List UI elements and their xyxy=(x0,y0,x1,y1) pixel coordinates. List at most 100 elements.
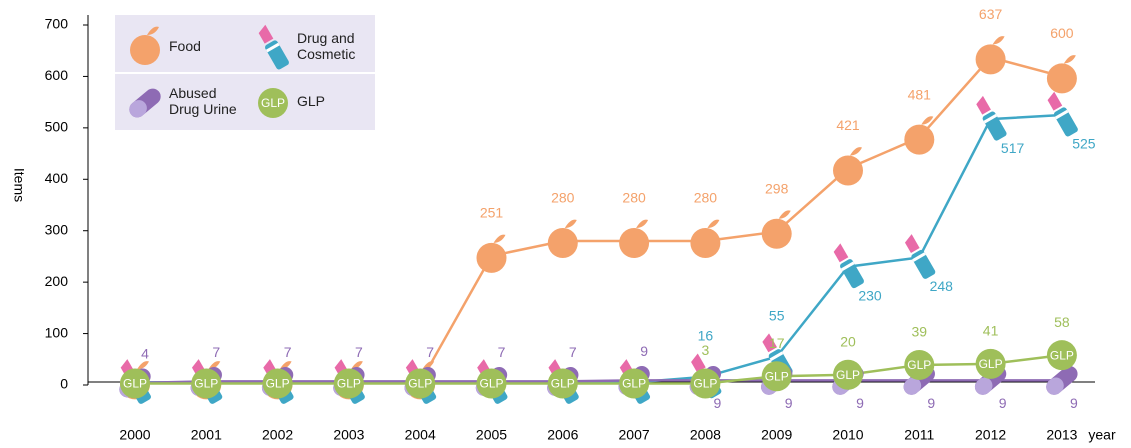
lipstick-tip xyxy=(1047,91,1063,111)
glp-marker xyxy=(191,368,222,399)
data-label: 9 xyxy=(785,395,793,411)
apple-leaf xyxy=(1063,55,1076,64)
glp-marker-text: GLP xyxy=(337,377,361,391)
data-label: 7 xyxy=(212,344,220,360)
data-label: 7 xyxy=(426,344,434,360)
glp-marker-text: GLP xyxy=(622,377,646,391)
data-label: 481 xyxy=(908,86,932,102)
pill-half xyxy=(974,377,993,395)
data-marker: GLP xyxy=(690,368,721,399)
apple-marker xyxy=(130,35,160,65)
lipstick-band xyxy=(265,42,280,53)
data-label: 230 xyxy=(858,287,882,303)
apple-marker xyxy=(690,228,721,258)
glp-marker xyxy=(1046,340,1077,371)
data-marker xyxy=(976,95,1007,141)
glp-marker-text: GLP xyxy=(479,377,503,391)
data-label: 421 xyxy=(836,117,860,133)
data-marker: GLP xyxy=(333,368,364,399)
lipstick-band xyxy=(840,261,855,272)
y-tick-label: 0 xyxy=(60,376,68,392)
pill-half xyxy=(1046,377,1064,395)
pill-half xyxy=(129,100,147,118)
x-tick-label: 2001 xyxy=(191,427,222,443)
apple-leaf xyxy=(350,361,363,370)
data-marker xyxy=(690,219,721,258)
legend-icon xyxy=(130,26,160,65)
data-marker: GLP xyxy=(191,368,222,399)
data-label: 9 xyxy=(856,395,864,411)
apple-leaf xyxy=(493,234,506,243)
lipstick-marker xyxy=(976,95,1007,141)
data-marker xyxy=(547,219,578,258)
x-tick-label: 2009 xyxy=(761,427,792,443)
data-marker: GLP xyxy=(120,368,150,399)
data-marker xyxy=(476,234,507,273)
data-label: 4 xyxy=(141,346,149,362)
data-label: 16 xyxy=(698,327,714,343)
data-label: 17 xyxy=(769,335,785,351)
pill-half xyxy=(903,377,922,395)
data-marker xyxy=(904,116,935,155)
legend-label: Abused Drug Urine xyxy=(169,85,237,117)
lipstick-tip xyxy=(976,95,991,115)
glp-marker-text: GLP xyxy=(194,377,218,391)
lipstick-band xyxy=(912,252,926,262)
x-tick-label: 2000 xyxy=(119,427,150,443)
glp-marker xyxy=(262,368,293,399)
data-label: 9 xyxy=(640,343,648,359)
data-marker: GLP xyxy=(904,349,935,380)
data-label: 3 xyxy=(702,342,710,358)
pill-marker xyxy=(1046,365,1078,395)
legend-icon: GLP xyxy=(258,88,288,118)
y-axis-label: Items xyxy=(11,168,27,202)
data-label: 248 xyxy=(930,278,954,294)
data-marker: GLP xyxy=(833,359,863,390)
legend-label: Food xyxy=(169,38,201,54)
data-marker: GLP xyxy=(975,348,1006,379)
apple-marker xyxy=(476,242,507,273)
data-label: 9 xyxy=(927,395,935,411)
apple-leaf xyxy=(208,361,221,370)
y-tick-label: 200 xyxy=(45,273,69,289)
lipstick-tip xyxy=(904,234,920,254)
glp-marker-text: GLP xyxy=(907,358,931,372)
data-label: 9 xyxy=(999,395,1007,411)
pill-marker xyxy=(129,88,161,118)
data-label: 280 xyxy=(694,190,718,206)
glp-marker xyxy=(761,361,792,392)
data-marker: GLP xyxy=(547,368,578,399)
x-tick-label: 2006 xyxy=(547,427,578,443)
lipstick-tip xyxy=(258,24,274,44)
x-tick-label: 2004 xyxy=(405,427,436,443)
x-tick-label: 2008 xyxy=(690,427,721,443)
apple-leaf xyxy=(564,219,577,228)
apple-leaf xyxy=(992,36,1005,45)
x-tick-label: 2002 xyxy=(262,427,293,443)
data-marker: GLP xyxy=(761,361,792,392)
legend-item: GLP GLP xyxy=(255,73,375,129)
lipstick-marker xyxy=(258,24,289,70)
data-label: 20 xyxy=(840,333,856,349)
glp-marker-text: GLP xyxy=(693,377,717,391)
lipstick-tip xyxy=(691,353,706,373)
data-label: 525 xyxy=(1072,136,1096,152)
data-marker xyxy=(1047,91,1078,137)
glp-marker-text: GLP xyxy=(551,377,575,391)
legend-marker xyxy=(130,26,160,65)
y-tick-label: 400 xyxy=(45,170,69,186)
x-tick-label: 2012 xyxy=(975,427,1006,443)
legend-icon xyxy=(258,24,289,70)
legend-item: Drug and Cosmetic xyxy=(255,18,375,74)
data-label: 39 xyxy=(912,324,928,340)
glp-marker xyxy=(833,359,863,390)
data-label: 280 xyxy=(622,190,646,206)
lipstick-marker xyxy=(904,234,936,279)
y-tick-label: 500 xyxy=(45,119,69,135)
y-tick-label: 600 xyxy=(45,67,69,83)
data-marker: GLP xyxy=(405,368,436,399)
lipstick-band xyxy=(769,351,784,362)
data-marker: GLP xyxy=(619,368,650,399)
data-marker xyxy=(904,234,936,279)
